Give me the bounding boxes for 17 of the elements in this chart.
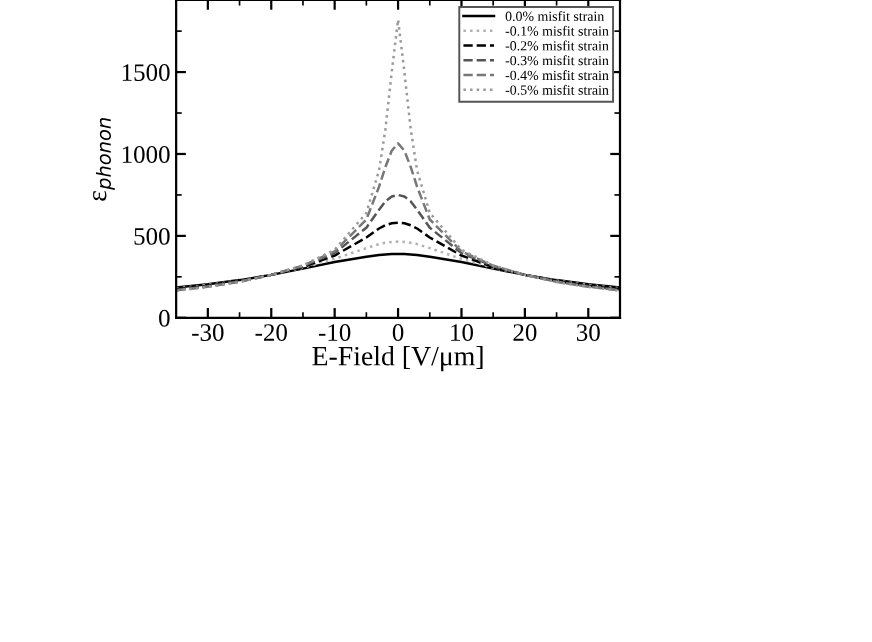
x-axis-title: E-Field [V/μm]: [312, 346, 483, 372]
y-tick-label: 500: [134, 227, 170, 245]
y-axis-title: ε$_{phonon}$: [93, 118, 115, 201]
x-tick-label: 20: [513, 324, 537, 341]
x-tick-label: 30: [576, 324, 600, 341]
x-tick-label: -30: [192, 324, 224, 341]
line-series: [176, 18, 620, 293]
y-tick-label: 1000: [122, 146, 170, 163]
x-tick-label: -10: [318, 324, 351, 341]
line-series: [176, 240, 620, 290]
line-series: [176, 193, 620, 292]
line-series: [176, 142, 620, 292]
x-tick-label: 0: [392, 324, 404, 341]
y-tick-label: 0: [159, 309, 170, 327]
x-tick-label: -20: [255, 324, 287, 341]
y-tick-label: 1500: [122, 64, 170, 81]
x-tick-label: 10: [451, 324, 474, 341]
